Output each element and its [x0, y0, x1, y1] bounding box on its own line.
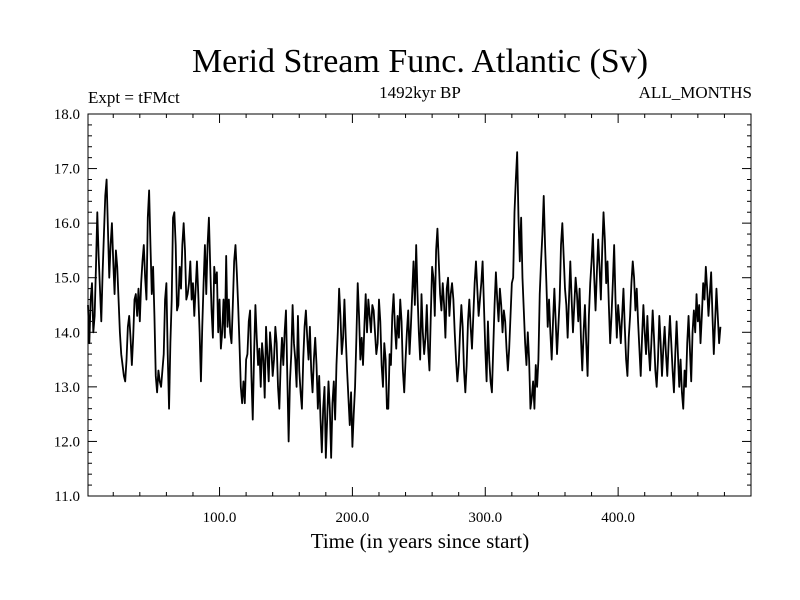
- y-tick-label: 17.0: [54, 162, 80, 178]
- y-tick-labels: 11.0 12.0 13.0 14.0 15.0 16.0 17.0 18.0: [54, 107, 80, 505]
- chart-title: Merid Stream Func. Atlantic (Sv): [192, 43, 648, 80]
- x-axis-label: Time (in years since start): [311, 529, 530, 553]
- y-tick-label: 18.0: [54, 107, 80, 123]
- months-label: ALL_MONTHS: [639, 83, 752, 102]
- x-tick-label: 300.0: [468, 510, 502, 526]
- y-tick-label: 11.0: [54, 489, 80, 505]
- y-tick-label: 13.0: [54, 380, 80, 396]
- x-tick-label: 200.0: [336, 510, 370, 526]
- x-axis: [112, 114, 725, 496]
- plot-frame: [87, 113, 752, 497]
- y-tick-label: 14.0: [54, 325, 80, 341]
- y-axis: [88, 113, 751, 497]
- series-line: [87, 151, 722, 459]
- y-tick-label: 16.0: [54, 216, 80, 232]
- x-tick-label: 100.0: [203, 510, 237, 526]
- y-tick-label: 12.0: [54, 434, 80, 450]
- period-label: 1492kyr BP: [379, 83, 461, 102]
- x-tick-label: 400.0: [601, 510, 635, 526]
- x-tick-labels: 100.0 200.0 300.0 400.0: [203, 510, 635, 526]
- y-tick-label: 15.0: [54, 271, 80, 287]
- experiment-label: Expt = tFMct: [88, 88, 180, 107]
